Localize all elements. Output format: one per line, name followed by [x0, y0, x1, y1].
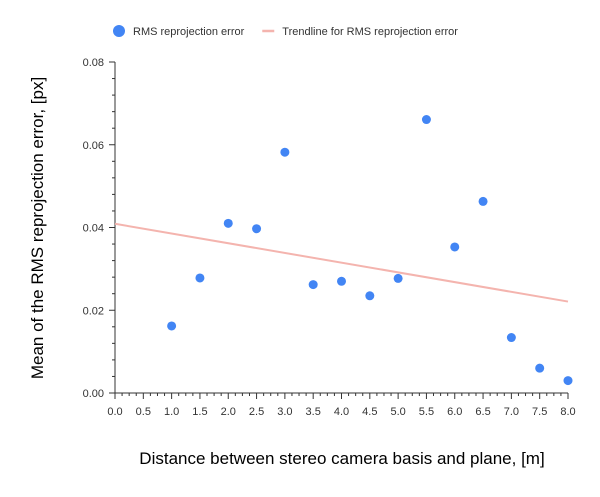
- data-point: [280, 147, 290, 157]
- data-point: [563, 376, 573, 386]
- y-axis-title: Mean of the RMS reprojection error, [px]: [28, 77, 47, 379]
- y-tick-label: 0.08: [83, 57, 104, 69]
- x-tick-label: 4.5: [362, 406, 377, 418]
- x-tick-label: 6.5: [475, 406, 490, 418]
- points-layer: [167, 115, 573, 386]
- x-tick-label: 5.5: [419, 406, 434, 418]
- legend: RMS reprojection error Trendline for RMS …: [113, 25, 458, 38]
- x-tick-label: 0.0: [107, 406, 122, 418]
- trendline: [114, 222, 569, 303]
- data-point: [506, 333, 516, 343]
- y-tick-label: 0.00: [83, 388, 104, 400]
- legend-label: Trendline for RMS reprojection error: [282, 26, 458, 38]
- x-tick-label: 2.5: [249, 406, 264, 418]
- data-point: [478, 196, 488, 206]
- x-tick-label: 2.0: [221, 406, 236, 418]
- x-tick-label: 3.0: [277, 406, 292, 418]
- data-point: [195, 273, 205, 283]
- x-tick-label: 3.5: [306, 406, 321, 418]
- x-tick-label: 1.5: [192, 406, 207, 418]
- x-tick-label: 7.0: [504, 406, 519, 418]
- axis-labels: Distance between stereo camera basis and…: [28, 77, 545, 468]
- x-tick-label: 7.5: [532, 406, 547, 418]
- legend-label: RMS reprojection error: [133, 26, 245, 38]
- x-tick-label: 6.0: [447, 406, 462, 418]
- x-tick-label: 4.0: [334, 406, 349, 418]
- data-point: [535, 363, 545, 373]
- legend-swatch-point: [113, 25, 125, 37]
- data-point: [308, 280, 318, 290]
- data-point: [365, 291, 375, 301]
- x-tick-label: 1.0: [164, 406, 179, 418]
- x-tick-label: 5.0: [390, 406, 405, 418]
- x-axis-title: Distance between stereo camera basis and…: [139, 449, 544, 468]
- x-tick-label: 0.5: [136, 406, 151, 418]
- data-point: [167, 321, 177, 331]
- data-point: [421, 115, 431, 125]
- trendline-layer: [114, 222, 569, 303]
- y-tick-label: 0.06: [83, 140, 104, 152]
- y-tick-label: 0.02: [83, 305, 104, 317]
- axes: 0.00 0.02 0.04 0.06 0.08 0.0 0.5 1.0 1.5 2.0 2.5 3.…: [83, 57, 576, 418]
- data-point: [393, 273, 403, 283]
- data-point: [223, 218, 233, 228]
- y-tick-label: 0.04: [83, 223, 104, 235]
- data-point: [252, 224, 262, 234]
- x-tick-label: 8.0: [560, 406, 575, 418]
- data-point: [450, 242, 460, 252]
- data-point: [337, 276, 346, 286]
